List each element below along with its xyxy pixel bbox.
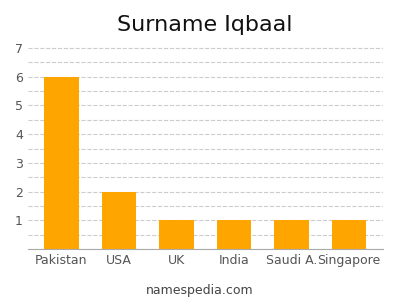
Bar <box>159 220 194 249</box>
Title: Surname Iqbaal: Surname Iqbaal <box>118 15 293 35</box>
Bar <box>332 220 366 249</box>
Text: namespedia.com: namespedia.com <box>146 284 254 297</box>
Bar <box>274 220 309 249</box>
Bar <box>217 220 251 249</box>
Bar <box>102 192 136 249</box>
Bar <box>44 76 78 249</box>
